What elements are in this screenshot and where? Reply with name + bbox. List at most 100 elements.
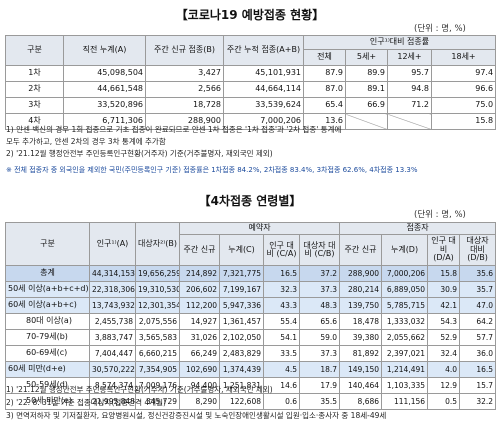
cell-c: 1,361,457 bbox=[219, 313, 264, 330]
cell-r1: 87.9 bbox=[303, 65, 346, 82]
cell-a: 22,318,306 bbox=[89, 281, 136, 298]
cell-c: 7,199,167 bbox=[219, 281, 264, 298]
cell-cb: 37.3 bbox=[298, 281, 341, 298]
cell-b: 3,565,583 bbox=[135, 329, 180, 346]
cell-c-new: 206,602 bbox=[179, 281, 220, 298]
table1-footnote: ※ 전체 접종자 중 외국인을 제외한 국민(주민등록인구 기준) 접종률은 1… bbox=[6, 166, 418, 174]
row-label: 80대 이상(a) bbox=[5, 313, 90, 330]
table1-unit: (단위 : 명, %) bbox=[414, 24, 466, 34]
cell-a: 3,883,747 bbox=[89, 329, 136, 346]
cell-c-new: 112,200 bbox=[179, 297, 220, 314]
header-5plus: 5세+ bbox=[345, 49, 388, 66]
header-18plus: 18세+ bbox=[430, 49, 497, 66]
cell-r3: 94.8 bbox=[387, 81, 432, 98]
cell-c-new: 31,026 bbox=[179, 329, 220, 346]
cell-da: 30.9 bbox=[427, 281, 461, 298]
cell-d: 2,397,021 bbox=[381, 345, 429, 362]
cell-r4: 15.8 bbox=[430, 113, 497, 130]
cell-b: 345,729 bbox=[135, 393, 180, 410]
table1-note-1: 1) 얀센 백신의 경우 1회 접종으로 기초 접종이 완료되므로 얀센 1차 … bbox=[6, 125, 342, 134]
cell-da: 12.9 bbox=[427, 377, 461, 394]
cell-d-new: 81,892 bbox=[339, 345, 383, 362]
fourth-dose-age-table: 구분 인구¹⁾(A) 대상자²⁾(B) 예약자 접종자 주간 신규 누계(C) … bbox=[5, 222, 497, 410]
table-row: 3차 33,520,896 18,728 33,539,624 65.4 66.… bbox=[5, 97, 497, 114]
table-row: 60세 이상(a+b+c) 13,743,932 12,301,354 112,200… bbox=[5, 297, 497, 314]
t2-header-category: 구분 bbox=[5, 222, 90, 266]
cell-r3: 95.7 bbox=[387, 65, 432, 82]
cell-a: 7,404,447 bbox=[89, 345, 136, 362]
cell-c-new: 214,892 bbox=[179, 265, 220, 282]
cell-da: 54.3 bbox=[427, 313, 461, 330]
header-all: 전체 bbox=[303, 49, 346, 66]
cell-cb: 37.3 bbox=[298, 345, 341, 362]
cell-d-new: 18,478 bbox=[339, 313, 383, 330]
table-row: 70-79세(b) 3,883,747 3,565,583 31,026 2,102,0… bbox=[5, 329, 497, 346]
vaccination-status-table: 구분 직전 누계(A) 주간 신규 접종(B) 주간 누적 접종(A+B) 인구… bbox=[5, 35, 497, 130]
table2-note-1: 1) '21.12월 행정안전부 주민등록인구현황(거주자) 기준(거주불명자,… bbox=[6, 385, 273, 394]
cell-c: 122,608 bbox=[219, 393, 264, 410]
cell-d-new: 39,380 bbox=[339, 329, 383, 346]
cell-a: 44,314,153 bbox=[89, 265, 136, 282]
cell-d-new: 280,214 bbox=[339, 281, 383, 298]
header-population-ratio: 인구¹⁾대비 접종률 bbox=[302, 35, 497, 50]
header-weekly-new: 주간 신규 접종(B) bbox=[145, 35, 224, 66]
cell-cb: 17.9 bbox=[298, 377, 341, 394]
cell-c: 5,947,336 bbox=[219, 297, 264, 314]
header-prev-cumulative: 직전 누계(A) bbox=[63, 35, 146, 66]
cell-da: 32.4 bbox=[427, 345, 461, 362]
cell-d: 6,889,050 bbox=[381, 281, 429, 298]
t2-header-cum-c: 누계(C) bbox=[219, 234, 264, 266]
cell-ca: 54.1 bbox=[263, 329, 300, 346]
row-label: 70-79세(b) bbox=[5, 329, 90, 346]
cell-da: 4.0 bbox=[427, 361, 461, 378]
cell-c: 1,374,439 bbox=[219, 361, 264, 378]
cell-b: 288,900 bbox=[145, 113, 224, 130]
table2-unit: (단위 : 명, %) bbox=[414, 210, 466, 220]
row-label: 60-69세(c) bbox=[5, 345, 90, 362]
cell-db: 16.5 bbox=[459, 361, 497, 378]
cell-r4: 97.4 bbox=[430, 65, 497, 82]
row-label: 2차 bbox=[5, 81, 64, 98]
cell-ca: 4.5 bbox=[263, 361, 300, 378]
cell-b: 18,728 bbox=[145, 97, 224, 114]
table-row: 1차 45,098,504 3,427 45,101,931 87.9 89.9… bbox=[5, 65, 497, 82]
cell-d: 1,214,491 bbox=[381, 361, 429, 378]
t2-header-population: 인구¹⁾(A) bbox=[89, 222, 136, 266]
cell-d-new: 149,150 bbox=[339, 361, 383, 378]
table-row: 50세 미만(e) 21,995,848 345,729 8,290 122,608 0.… bbox=[5, 393, 497, 410]
table1-note-1b: 모두 추가하고, 얀센 2차의 경우 3차 통계에 추가함 bbox=[6, 137, 166, 146]
cell-da: 0.5 bbox=[427, 393, 461, 410]
cell-c-new: 8,290 bbox=[179, 393, 220, 410]
cell-r2: 89.9 bbox=[345, 65, 388, 82]
table-row: 4차 6,711,306 288,900 7,000,206 13.6 15.8 bbox=[5, 113, 497, 130]
cell-db: 57.7 bbox=[459, 329, 497, 346]
cell-ab: 45,101,931 bbox=[223, 65, 304, 82]
row-label: 60세 이상(a+b+c) bbox=[5, 297, 90, 314]
cell-db: 64.2 bbox=[459, 313, 497, 330]
header-12plus: 12세+ bbox=[387, 49, 432, 66]
cell-d: 111,156 bbox=[381, 393, 429, 410]
cell-ca: 16.5 bbox=[263, 265, 300, 282]
row-label: 1차 bbox=[5, 65, 64, 82]
cell-db: 47.0 bbox=[459, 297, 497, 314]
cell-cb: 48.3 bbox=[298, 297, 341, 314]
cell-b: 2,566 bbox=[145, 81, 224, 98]
cell-a: 21,995,848 bbox=[89, 393, 136, 410]
row-label: 60세 미만(d+e) bbox=[5, 361, 90, 378]
t2-header-reserved: 예약자 bbox=[178, 222, 341, 235]
cell-b: 19,310,530 bbox=[135, 281, 180, 298]
header-category: 구분 bbox=[5, 35, 64, 66]
cell-ab: 7,000,206 bbox=[223, 113, 304, 130]
cell-a: 2,455,738 bbox=[89, 313, 136, 330]
cell-d-new: 288,900 bbox=[339, 265, 383, 282]
cell-d-new: 139,750 bbox=[339, 297, 383, 314]
cell-r1: 87.0 bbox=[303, 81, 346, 98]
row-label: 3차 bbox=[5, 97, 64, 114]
cell-b: 7,354,905 bbox=[135, 361, 180, 378]
cell-d: 1,103,335 bbox=[381, 377, 429, 394]
cell-d: 7,000,206 bbox=[381, 265, 429, 282]
cell-a: 30,570,222 bbox=[89, 361, 136, 378]
row-label: 4차 bbox=[5, 113, 64, 130]
cell-c: 2,483,829 bbox=[219, 345, 264, 362]
cell-db: 36.0 bbox=[459, 345, 497, 362]
